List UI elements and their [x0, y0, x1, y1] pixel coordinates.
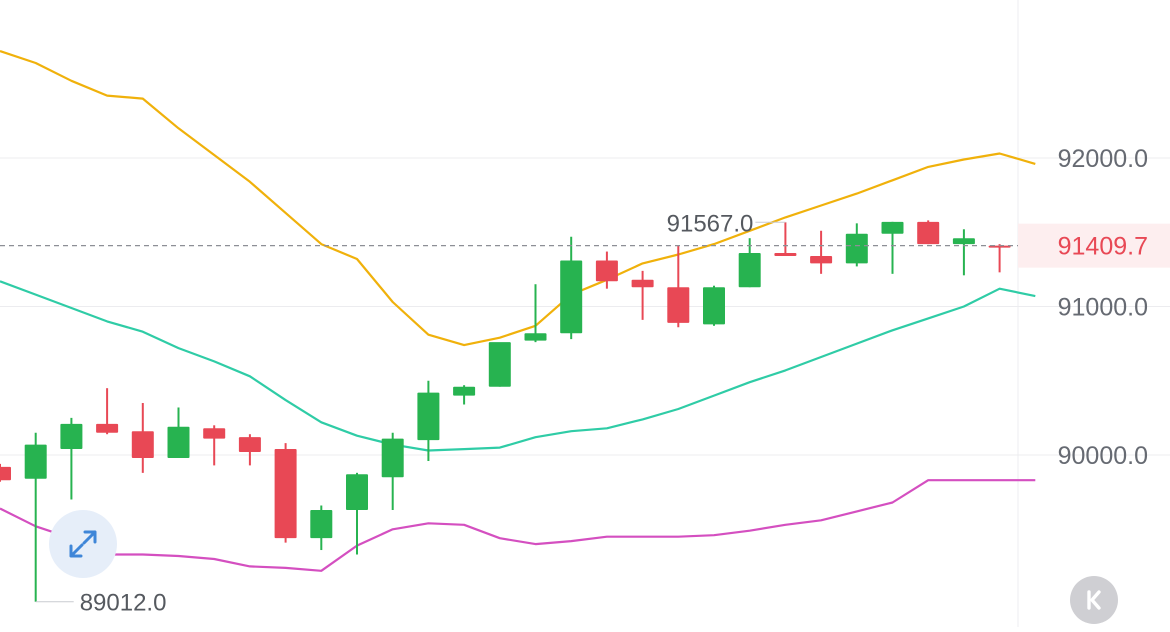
- candle-body: [346, 474, 368, 510]
- candle-body: [881, 221, 904, 234]
- series-line-2: [0, 280, 1036, 452]
- candle-body: [60, 423, 83, 450]
- candle-body: [0, 466, 11, 481]
- candle-body: [417, 392, 440, 441]
- candle-body: [238, 437, 261, 453]
- candle-body: [560, 260, 583, 334]
- candle-body: [488, 342, 511, 387]
- series-line-3: [0, 479, 1036, 572]
- candle-body: [203, 428, 226, 439]
- candle-body: [667, 287, 690, 323]
- candle-body: [703, 287, 725, 325]
- current-price-label: 91409.7: [1058, 233, 1148, 261]
- expand-chart-button[interactable]: [49, 510, 117, 578]
- series-line-1: [0, 50, 1036, 347]
- candle-body: [96, 423, 119, 433]
- candle-body: [738, 253, 761, 288]
- candle-body: [24, 444, 47, 479]
- candle-body: [131, 431, 154, 458]
- current-price-tag: [1018, 223, 1170, 268]
- y-tick-label: 90000.0: [1058, 442, 1148, 470]
- candle-body: [310, 509, 333, 539]
- y-tick-label: 92000.0: [1058, 145, 1148, 173]
- candle-body: [845, 233, 868, 264]
- candle-body: [595, 260, 618, 282]
- k-line-icon: [1087, 590, 1101, 610]
- expand-arrows-icon: [69, 530, 97, 558]
- high-price-label: 91567.0: [667, 210, 754, 237]
- k-line-toggle-button[interactable]: [1070, 576, 1118, 624]
- candle-body: [952, 238, 975, 245]
- candle-body: [917, 221, 940, 245]
- candle-body: [631, 279, 654, 288]
- y-tick-label: 91000.0: [1058, 294, 1148, 322]
- candle-body: [774, 253, 797, 257]
- candle-body: [524, 333, 547, 341]
- candle-body: [274, 449, 297, 539]
- low-price-label: 89012.0: [80, 590, 167, 617]
- candle-body: [167, 426, 190, 458]
- candle-body: [381, 438, 404, 478]
- candle-body: [453, 386, 476, 396]
- candle-body: [810, 256, 833, 264]
